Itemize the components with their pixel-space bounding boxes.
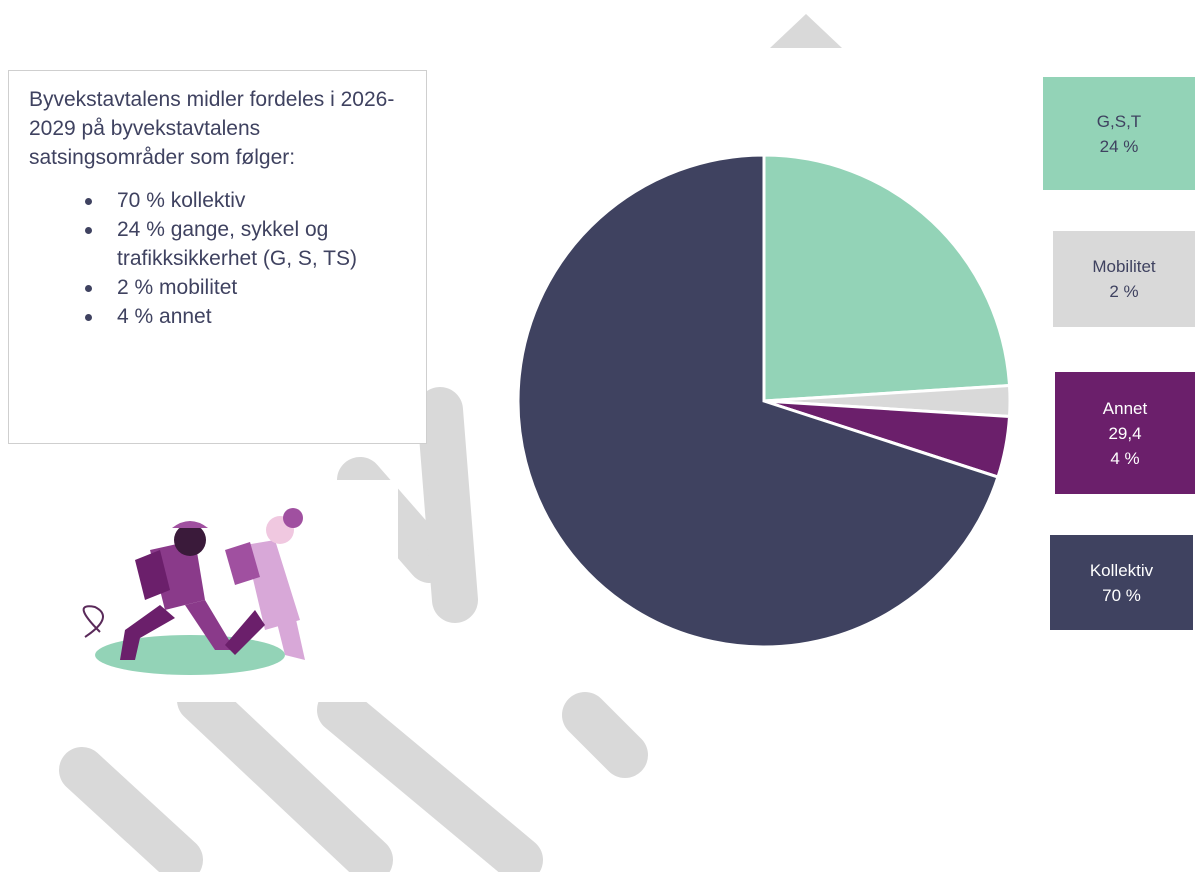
legend-box: Kollektiv 70 % bbox=[1050, 535, 1193, 630]
legend-box: Annet 29,4 4 % bbox=[1055, 372, 1195, 494]
bullet-item: 70 % kollektiv bbox=[85, 186, 406, 215]
legend-label: Mobilitet bbox=[1092, 257, 1156, 276]
stripe bbox=[177, 677, 393, 872]
bullet-item: 24 % gange, sykkel og trafikksikkerhet (… bbox=[85, 215, 406, 273]
data-label: 2 % bbox=[1109, 282, 1139, 301]
text-box: Byvekstavtalens midler fordeles i 2026-2… bbox=[8, 70, 427, 444]
bullet-item: 2 % mobilitet bbox=[85, 273, 406, 302]
bullet-list: 70 % kollektiv 24 % gange, sykkel og traf… bbox=[29, 186, 406, 331]
text-box-intro: Byvekstavtalens midler fordeles i 2026-2… bbox=[29, 88, 395, 169]
illustration bbox=[82, 508, 305, 675]
legend-box: G,S,T 24 % bbox=[1043, 77, 1195, 190]
data-label: 70 % bbox=[1102, 585, 1141, 605]
stripe bbox=[770, 14, 842, 48]
stripe bbox=[59, 747, 203, 872]
pie-slice bbox=[516, 153, 1000, 649]
data-label: 4 % bbox=[1110, 448, 1140, 468]
legend-label: G,S,T bbox=[1096, 111, 1142, 131]
legend-label: Annet bbox=[1102, 398, 1148, 418]
stripe bbox=[417, 387, 478, 623]
legend-label: Kollektiv bbox=[1089, 560, 1154, 580]
pie-slice bbox=[762, 153, 1012, 403]
bullet-item: 4 % annet bbox=[85, 302, 406, 331]
data-label: 24 % bbox=[1099, 136, 1139, 156]
stripe bbox=[562, 692, 648, 778]
annotation: 29,4 bbox=[1108, 423, 1142, 443]
legend-box: Mobilitet 2 % bbox=[1053, 231, 1195, 327]
stripe bbox=[317, 687, 543, 872]
